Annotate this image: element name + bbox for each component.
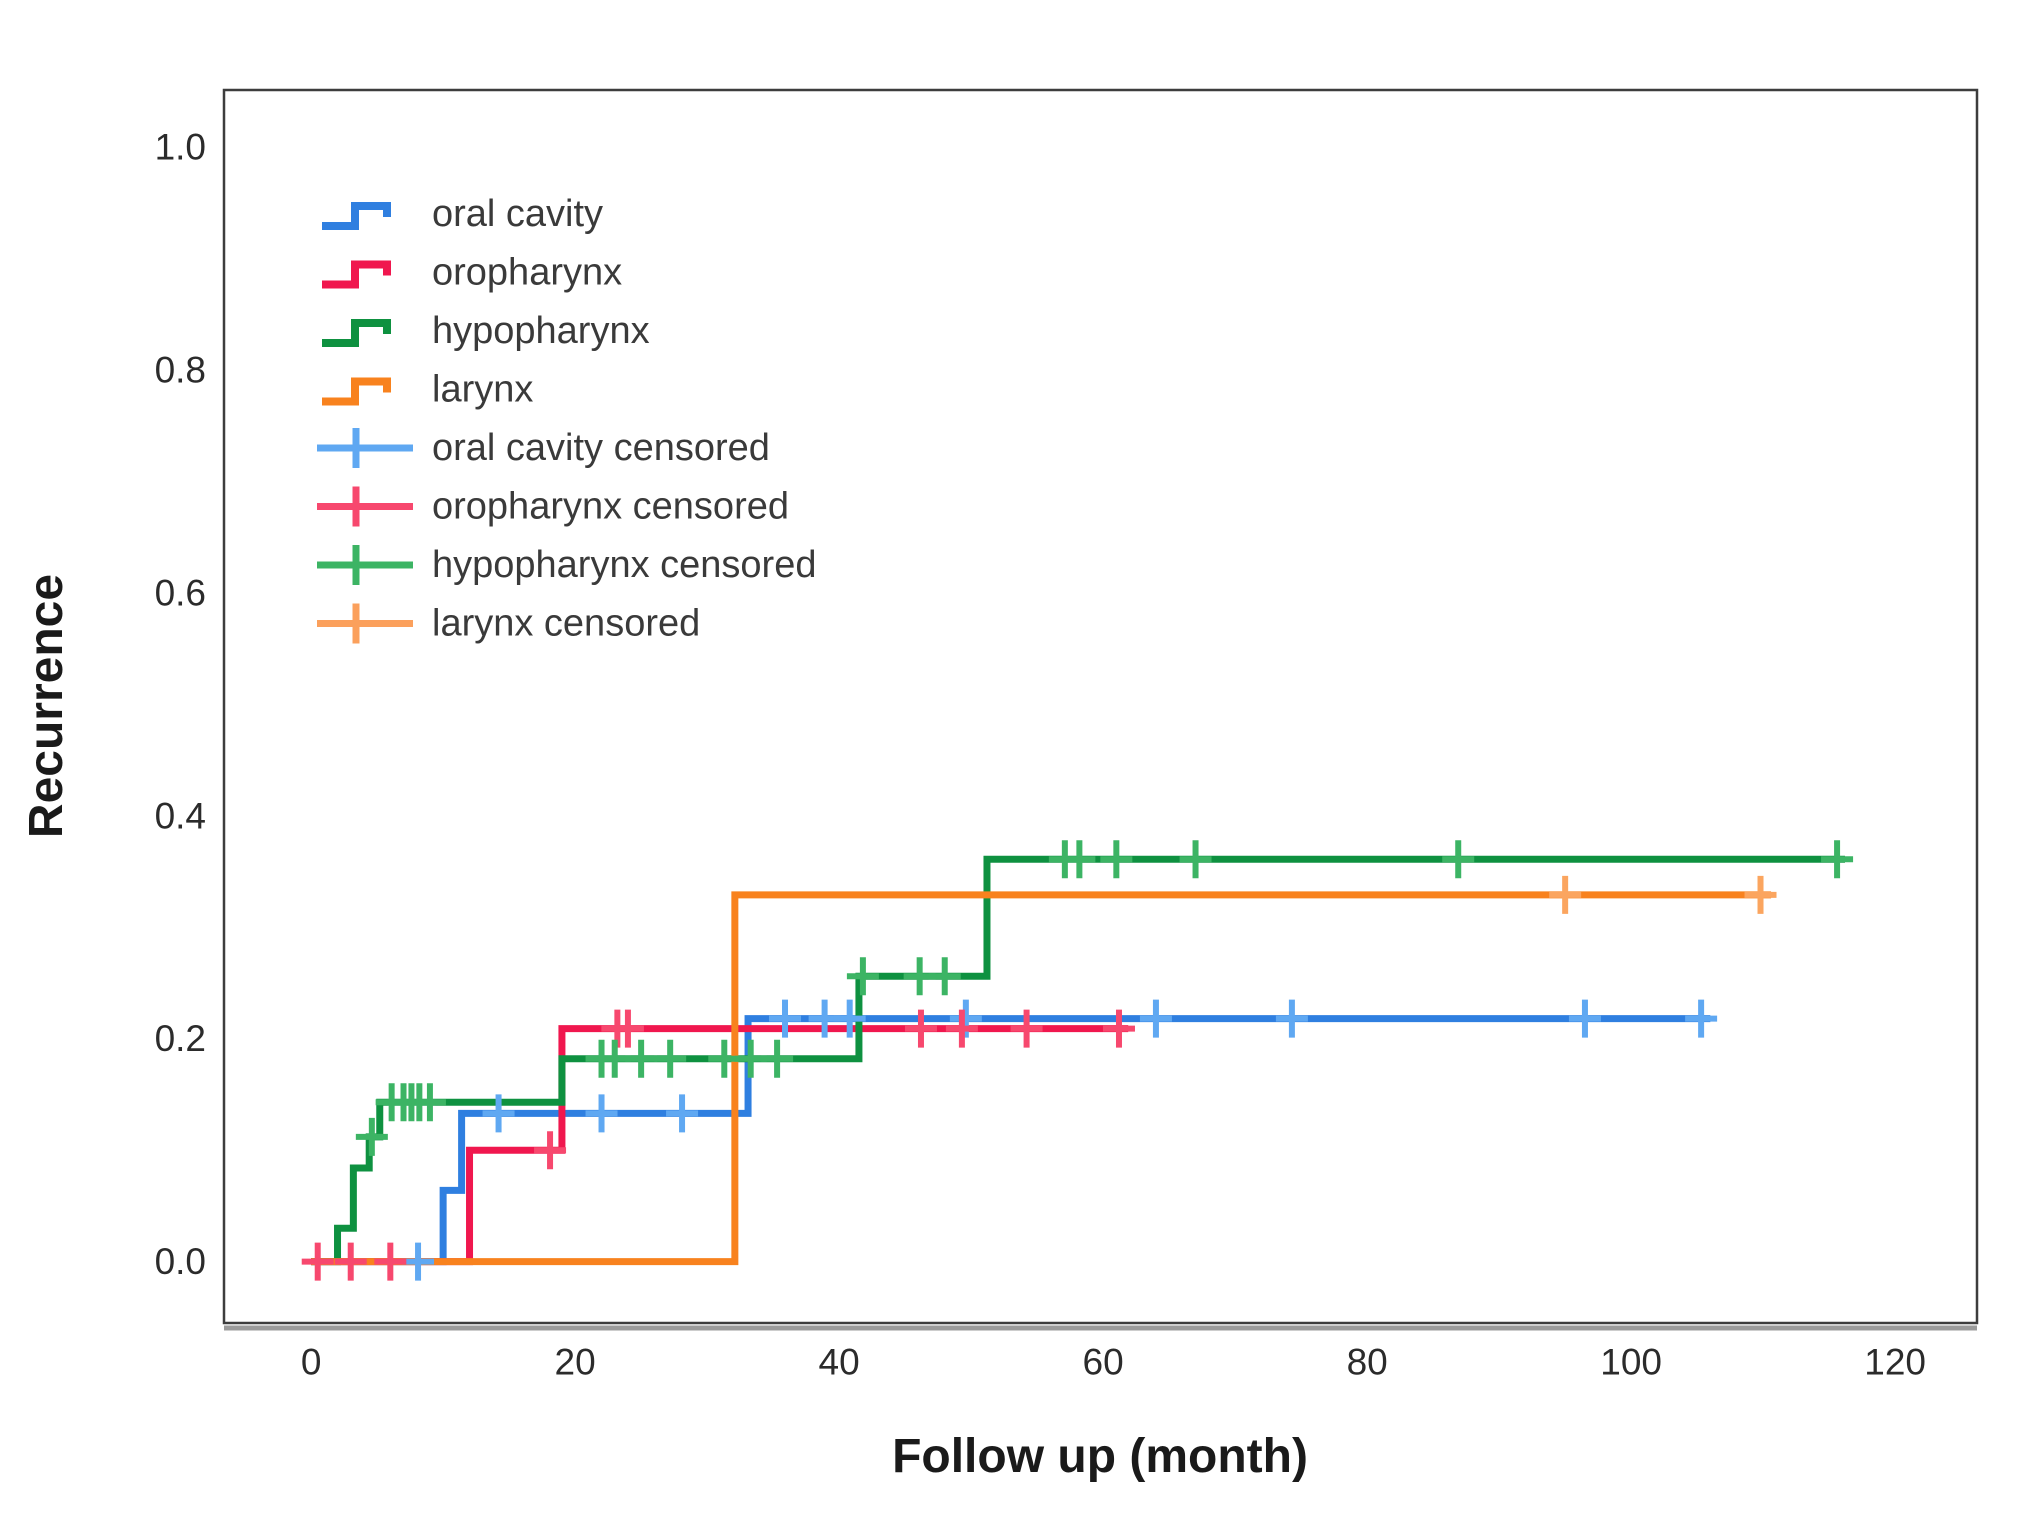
legend-label: oropharynx censored [432, 486, 789, 528]
x-tick-label: 100 [1600, 1342, 1662, 1383]
y-axis-title: Recurrence [20, 574, 73, 838]
legend-entry-larynx: larynx [322, 369, 533, 411]
censor-plus-mark [904, 1009, 937, 1048]
legend-label: oropharynx [432, 252, 622, 294]
censor-plus-mark [585, 1094, 618, 1133]
censor-plus-mark [1275, 999, 1308, 1038]
legend-entry-larynx-censored: larynx censored [317, 603, 700, 645]
x-tick-label: 60 [1083, 1342, 1124, 1383]
legend-label: oral cavity censored [432, 427, 770, 469]
x-tick-label: 120 [1864, 1342, 1926, 1383]
axis-tick-labels: 0.0 0.2 0.4 0.6 0.8 1.0 0 20 40 60 80 100 120 [155, 126, 1926, 1382]
y-tick-label: 0.8 [155, 349, 206, 390]
censor-plus-mark [761, 1039, 794, 1078]
y-tick-label: 0.6 [155, 572, 206, 613]
legend-entry-oropharynx: oropharynx [322, 252, 622, 294]
legend-censor-plus-swatch [317, 486, 413, 527]
legend-label: oral cavity [432, 193, 603, 235]
legend-label: hypopharynx [432, 310, 650, 352]
censor-marks-oropharynx [301, 1009, 1135, 1281]
y-tick-label: 1.0 [155, 126, 206, 167]
legend-censor-plus-swatch [317, 545, 413, 585]
censor-plus-mark [301, 1242, 334, 1281]
censor-plus-mark [625, 1039, 658, 1078]
censor-plus-mark [1100, 840, 1133, 879]
censor-plus-mark [334, 1242, 367, 1281]
censor-plus-mark [769, 999, 802, 1038]
censor-plus-mark [1442, 840, 1475, 879]
legend-label: larynx [432, 369, 533, 411]
y-tick-label: 0.4 [155, 795, 206, 836]
y-tick-label: 0.2 [155, 1018, 206, 1059]
series-line-oral-cavity [311, 1015, 1711, 1266]
censor-plus-mark [534, 1131, 567, 1170]
censor-plus-mark [355, 1117, 388, 1156]
series-line-hypopharynx [311, 855, 1845, 1266]
series-line-oropharynx [311, 1025, 1129, 1266]
legend: oral cavity oropharynx hypopharynx larynx or… [317, 193, 816, 645]
x-axis-title: Follow up (month) [892, 1430, 1308, 1483]
legend-label: larynx censored [432, 603, 700, 645]
censor-plus-mark [1179, 840, 1212, 879]
censor-marks-larynx [1549, 875, 1777, 914]
censor-plus-mark [1063, 840, 1096, 879]
censor-plus-mark [1685, 999, 1718, 1038]
x-tick-label: 0 [301, 1342, 322, 1383]
censor-marks-oral-cavity [402, 999, 1718, 1281]
censor-plus-mark [654, 1039, 687, 1078]
censor-plus-mark [402, 1242, 435, 1281]
censor-plus-mark [1139, 999, 1172, 1038]
legend-entry-hypopharynx: hypopharynx [322, 310, 650, 352]
legend-entry-hypopharynx-censored: hypopharynx censored [317, 544, 816, 586]
legend-entry-oropharynx-censored: oropharynx censored [317, 486, 789, 528]
legend-step-line-swatch [322, 319, 391, 347]
censor-plus-mark [413, 1083, 446, 1122]
censor-plus-mark [928, 957, 961, 996]
legend-step-line-swatch [322, 260, 391, 289]
censor-marks [301, 840, 1854, 1281]
censor-plus-mark [1568, 999, 1601, 1038]
censor-plus-mark [1549, 875, 1582, 914]
legend-step-line-swatch [322, 202, 391, 230]
legend-entry-oral-cavity: oral cavity [322, 193, 603, 235]
x-tick-label: 80 [1347, 1342, 1388, 1383]
legend-step-line-swatch [322, 377, 391, 406]
plot-border [222, 88, 1979, 1325]
legend-censor-plus-swatch [317, 603, 413, 644]
censor-marks-hypopharynx [355, 840, 1854, 1156]
x-tick-label: 20 [555, 1342, 596, 1383]
censor-plus-mark [945, 1009, 978, 1048]
censor-plus-mark [846, 957, 879, 996]
series-lines [311, 855, 1845, 1266]
x-tick-label: 40 [819, 1342, 860, 1383]
censor-plus-mark [374, 1242, 407, 1281]
censor-plus-mark [833, 999, 866, 1038]
censor-plus-mark [482, 1094, 515, 1133]
legend-label: hypopharynx censored [432, 544, 816, 586]
y-tick-label: 0.0 [155, 1241, 206, 1282]
censor-plus-mark [1821, 840, 1854, 879]
legend-entry-oral-cavity-censored: oral cavity censored [317, 427, 770, 469]
series-line-larynx [311, 891, 1772, 1266]
plot-frame [222, 88, 1979, 1331]
censor-plus-mark [611, 1009, 644, 1048]
censor-plus-mark [666, 1094, 699, 1133]
legend-censor-plus-swatch [317, 428, 413, 468]
censor-plus-mark [1744, 875, 1777, 914]
censor-plus-mark [1010, 1009, 1043, 1048]
censor-plus-mark [1102, 1009, 1135, 1048]
